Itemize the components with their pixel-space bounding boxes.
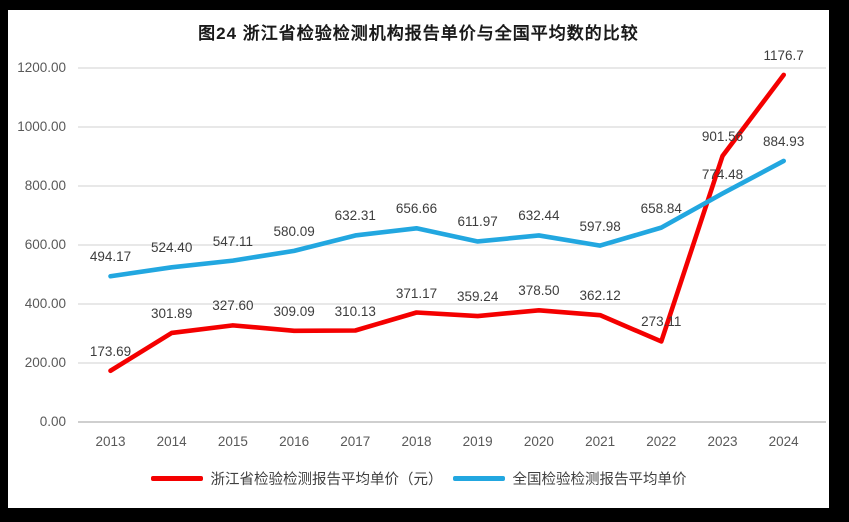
x-axis-tick-label: 2015 bbox=[217, 434, 248, 449]
series-line-1 bbox=[108, 158, 787, 279]
data-label-national: 632.31 bbox=[334, 208, 376, 224]
legend: 浙江省检验检测报告平均单价（元） 全国检验检测报告平均单价 bbox=[8, 468, 829, 489]
data-label-national: 632.44 bbox=[518, 208, 560, 224]
data-label-zhejiang: 273.11 bbox=[641, 314, 682, 330]
data-label-national: 658.84 bbox=[640, 200, 682, 216]
data-label-zhejiang: 371.17 bbox=[395, 285, 438, 301]
y-axis-tick-label: 400.00 bbox=[24, 296, 66, 311]
data-label-national: 611.97 bbox=[457, 214, 498, 230]
x-axis-tick-label: 2013 bbox=[95, 434, 126, 449]
data-label-zhejiang: 309.09 bbox=[273, 303, 315, 319]
legend-swatch bbox=[150, 476, 203, 481]
series-line-0 bbox=[108, 72, 787, 374]
y-axis-tick-label: 1000.00 bbox=[17, 119, 66, 134]
plot-area bbox=[78, 67, 826, 423]
y-axis-tick-label: 1200.00 bbox=[17, 60, 66, 75]
data-label-national: 524.40 bbox=[151, 240, 193, 256]
legend-swatch bbox=[452, 476, 505, 481]
data-label-zhejiang: 362.12 bbox=[579, 288, 621, 304]
data-label-national: 547.11 bbox=[212, 233, 254, 249]
x-axis-tick-label: 2021 bbox=[585, 434, 616, 449]
x-axis-tick-label: 2017 bbox=[340, 434, 371, 449]
legend-label: 浙江省检验检测报告平均单价（元） bbox=[210, 472, 443, 488]
data-label-national: 494.17 bbox=[89, 249, 132, 265]
y-axis-tick-label: 800.00 bbox=[24, 178, 66, 193]
chart-title: 图24 浙江省检验检测机构报告单价与全国平均数的比较 bbox=[198, 24, 639, 43]
data-label-zhejiang: 327.60 bbox=[212, 298, 254, 314]
y-axis-tick-label: 200.00 bbox=[24, 355, 66, 370]
legend-label: 全国检验检测报告平均单价 bbox=[512, 472, 687, 488]
data-label-zhejiang: 378.50 bbox=[518, 283, 560, 299]
x-axis-tick-label: 2022 bbox=[646, 434, 677, 449]
data-label-zhejiang: 359.24 bbox=[457, 289, 499, 305]
data-label-national: 656.66 bbox=[395, 201, 438, 217]
chart-canvas: 图24 浙江省检验检测机构报告单价与全国平均数的比较 0.00 200.00 400… bbox=[8, 10, 829, 508]
legend-item-1: 全国检验检测报告平均单价 bbox=[452, 468, 687, 489]
data-label-zhejiang: 310.13 bbox=[334, 303, 376, 319]
data-label-national: 884.93 bbox=[763, 133, 805, 149]
x-axis-tick-label: 2020 bbox=[523, 434, 554, 449]
y-axis-tick-label: 0.00 bbox=[39, 414, 66, 429]
data-label-national: 597.98 bbox=[579, 218, 621, 234]
x-axis-tick-label: 2024 bbox=[768, 434, 799, 449]
y-axis-tick-label: 600.00 bbox=[24, 237, 66, 252]
x-axis-tick-label: 2014 bbox=[156, 434, 187, 449]
data-label-zhejiang: 1176.7 bbox=[763, 47, 804, 63]
x-axis-tick-label: 2019 bbox=[462, 434, 493, 449]
data-label-zhejiang: 173.69 bbox=[89, 343, 132, 359]
x-axis-tick-label: 2016 bbox=[279, 434, 310, 449]
data-label-zhejiang: 301.89 bbox=[151, 305, 193, 321]
data-label-zhejiang: 901.56 bbox=[701, 129, 744, 145]
legend-item-0: 浙江省检验检测报告平均单价（元） bbox=[150, 468, 443, 489]
data-label-national: 580.09 bbox=[273, 223, 315, 239]
x-axis-tick-label: 2018 bbox=[401, 434, 432, 449]
x-axis-tick-label: 2023 bbox=[707, 434, 738, 449]
data-label-national: 774.48 bbox=[701, 166, 744, 182]
